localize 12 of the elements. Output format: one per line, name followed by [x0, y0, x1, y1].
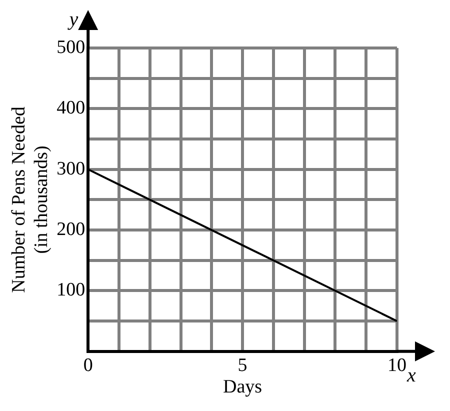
x-tick-label: 0 — [83, 354, 93, 376]
y-tick-label: 300 — [56, 158, 86, 180]
text: y — [67, 8, 78, 30]
y-tick-label: 100 — [56, 280, 86, 301]
x-axis-title: Days — [223, 376, 262, 398]
x-tick-label: 10 — [388, 354, 406, 376]
x-tick-label: 5 — [238, 354, 248, 376]
y-tick-label: 500 — [56, 36, 86, 58]
y-axis-title: Number of Pens Needed (in thousands) — [8, 106, 52, 293]
text: x — [406, 364, 416, 387]
y-tick-label: 400 — [56, 98, 86, 119]
y-tick-label: 200 — [56, 219, 86, 240]
